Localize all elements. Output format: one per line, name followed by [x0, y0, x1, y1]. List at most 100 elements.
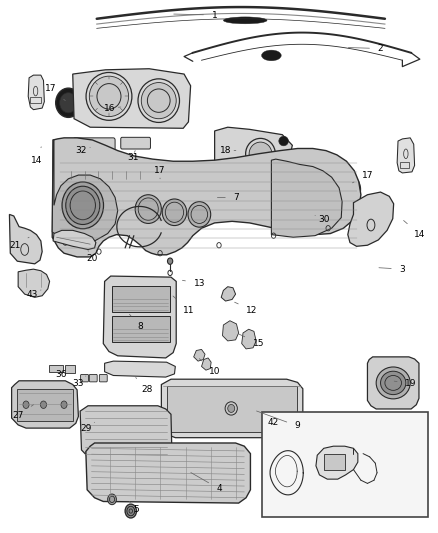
Ellipse shape: [108, 494, 117, 505]
Bar: [112, 286, 170, 312]
Polygon shape: [221, 287, 236, 301]
Ellipse shape: [261, 50, 281, 61]
Polygon shape: [201, 358, 211, 370]
Text: 7: 7: [217, 193, 239, 202]
Polygon shape: [194, 350, 205, 361]
Ellipse shape: [339, 179, 357, 199]
Ellipse shape: [89, 76, 129, 117]
Text: 3: 3: [379, 265, 405, 273]
Ellipse shape: [56, 88, 81, 117]
Polygon shape: [242, 329, 256, 349]
Polygon shape: [10, 214, 42, 264]
Polygon shape: [223, 321, 239, 341]
Text: 21: 21: [9, 237, 29, 250]
FancyBboxPatch shape: [89, 374, 97, 382]
Polygon shape: [86, 443, 251, 503]
Ellipse shape: [40, 401, 46, 408]
Polygon shape: [161, 379, 303, 438]
Ellipse shape: [335, 175, 360, 204]
FancyBboxPatch shape: [269, 203, 330, 216]
Text: 14: 14: [403, 221, 426, 239]
Text: 13: 13: [183, 279, 205, 288]
Text: 5: 5: [130, 502, 139, 514]
Ellipse shape: [148, 168, 173, 197]
Text: 9: 9: [257, 411, 300, 431]
Text: 33: 33: [73, 376, 86, 388]
Text: 43: 43: [26, 289, 41, 298]
Ellipse shape: [141, 83, 176, 119]
Ellipse shape: [376, 367, 410, 399]
Text: 17: 17: [45, 84, 65, 101]
Ellipse shape: [127, 506, 135, 516]
Polygon shape: [367, 357, 419, 409]
Ellipse shape: [125, 504, 137, 518]
Polygon shape: [103, 276, 176, 358]
Ellipse shape: [223, 17, 267, 24]
Text: 27: 27: [12, 405, 33, 420]
Text: 2: 2: [348, 44, 383, 53]
Text: 8: 8: [130, 314, 143, 330]
Text: 42: 42: [268, 418, 279, 427]
Text: 12: 12: [235, 302, 258, 314]
Ellipse shape: [381, 371, 406, 394]
Text: 32: 32: [76, 146, 90, 155]
Ellipse shape: [135, 195, 161, 223]
Bar: [400, 163, 410, 167]
Text: 28: 28: [136, 377, 153, 394]
Text: 11: 11: [173, 296, 194, 314]
Text: 4: 4: [191, 473, 222, 493]
Text: 17: 17: [154, 166, 166, 179]
Polygon shape: [80, 406, 172, 461]
Polygon shape: [18, 269, 49, 297]
Bar: [166, 385, 297, 432]
Text: 14: 14: [31, 147, 42, 165]
Ellipse shape: [279, 136, 288, 146]
Text: 19: 19: [394, 379, 417, 388]
Polygon shape: [53, 230, 96, 249]
Ellipse shape: [23, 401, 29, 408]
Text: 1: 1: [174, 11, 218, 20]
Ellipse shape: [151, 172, 169, 192]
Polygon shape: [316, 446, 358, 479]
Text: 30: 30: [315, 215, 329, 224]
Ellipse shape: [66, 186, 100, 224]
Ellipse shape: [249, 142, 272, 165]
Ellipse shape: [61, 401, 67, 408]
Polygon shape: [52, 140, 118, 241]
Ellipse shape: [188, 201, 211, 227]
Bar: [112, 317, 170, 342]
Ellipse shape: [162, 199, 187, 225]
Polygon shape: [105, 361, 175, 377]
Ellipse shape: [60, 93, 77, 113]
FancyBboxPatch shape: [99, 374, 107, 382]
FancyBboxPatch shape: [73, 138, 115, 152]
Text: 18: 18: [220, 146, 236, 155]
Text: 10: 10: [199, 359, 220, 376]
Polygon shape: [73, 69, 191, 128]
FancyBboxPatch shape: [121, 138, 150, 149]
Text: 29: 29: [80, 422, 95, 433]
Bar: [324, 454, 345, 470]
Polygon shape: [215, 127, 292, 172]
Polygon shape: [397, 138, 415, 173]
Ellipse shape: [228, 405, 235, 413]
Polygon shape: [28, 75, 44, 110]
Bar: [17, 389, 73, 421]
Polygon shape: [12, 381, 78, 428]
Polygon shape: [52, 138, 361, 257]
Text: 36: 36: [55, 370, 67, 379]
Polygon shape: [272, 159, 342, 237]
Ellipse shape: [62, 182, 103, 229]
Text: 17: 17: [353, 171, 373, 183]
Ellipse shape: [167, 258, 173, 264]
Text: 31: 31: [127, 151, 138, 162]
Bar: [30, 98, 41, 103]
Polygon shape: [158, 280, 172, 297]
FancyBboxPatch shape: [81, 374, 88, 382]
Bar: [49, 366, 63, 372]
Text: 15: 15: [239, 334, 264, 348]
Polygon shape: [348, 192, 394, 246]
Bar: [262, 412, 427, 518]
Text: 20: 20: [87, 251, 98, 263]
Bar: [65, 366, 75, 373]
